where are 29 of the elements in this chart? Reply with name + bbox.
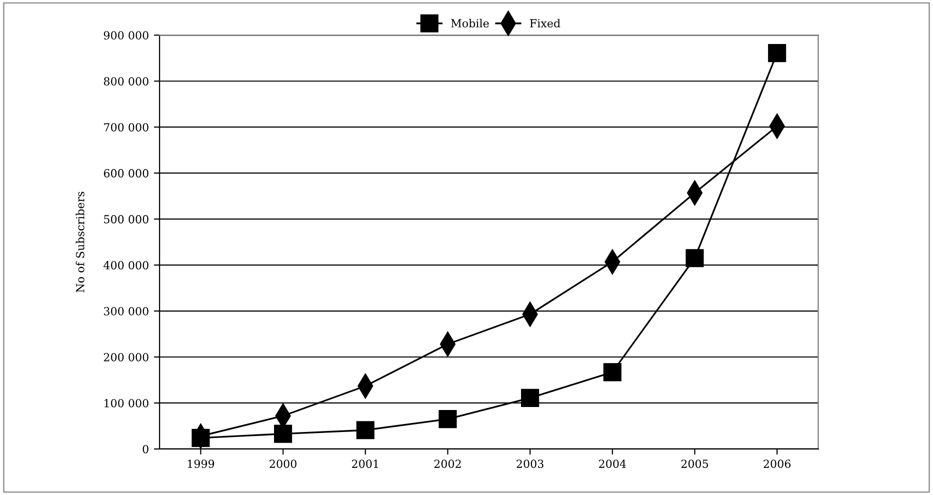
x-tick-label: 2002: [434, 460, 461, 468]
y-axis-title: No of Subscribers: [76, 192, 84, 292]
point: [192, 428, 210, 447]
y-tick-label: 500 000: [104, 215, 148, 224]
point: [768, 44, 786, 62]
x-tick-label: 2000: [270, 460, 296, 468]
legend-label: Mobile: [451, 18, 489, 28]
y-tick-label: 600 000: [104, 169, 148, 178]
x-tick-label: 2001: [352, 460, 378, 468]
point: [686, 249, 704, 268]
y-tick-label: 100 000: [104, 398, 148, 408]
y-tick-label: 300 000: [104, 307, 148, 316]
legend-label: Fixed: [530, 18, 560, 28]
x-tick-label: 2006: [764, 460, 791, 468]
y-tick-label: 800 000: [104, 77, 148, 86]
x-tick-label: 2005: [681, 460, 708, 468]
y-tick-label: 400 000: [104, 261, 148, 270]
point: [274, 424, 292, 443]
y-tick-label: 0: [142, 444, 148, 454]
x-tick-label: 2003: [516, 460, 544, 468]
x-tick-label: 2004: [599, 460, 626, 468]
point: [521, 388, 540, 407]
y-tick-label: 900 000: [104, 31, 148, 40]
y-tick-label: 200 000: [104, 352, 148, 362]
point: [603, 363, 622, 382]
y-tick-label: 700 000: [104, 123, 148, 132]
point: [438, 410, 457, 428]
point: [356, 421, 374, 440]
x-tick-label: 1999: [188, 460, 214, 468]
